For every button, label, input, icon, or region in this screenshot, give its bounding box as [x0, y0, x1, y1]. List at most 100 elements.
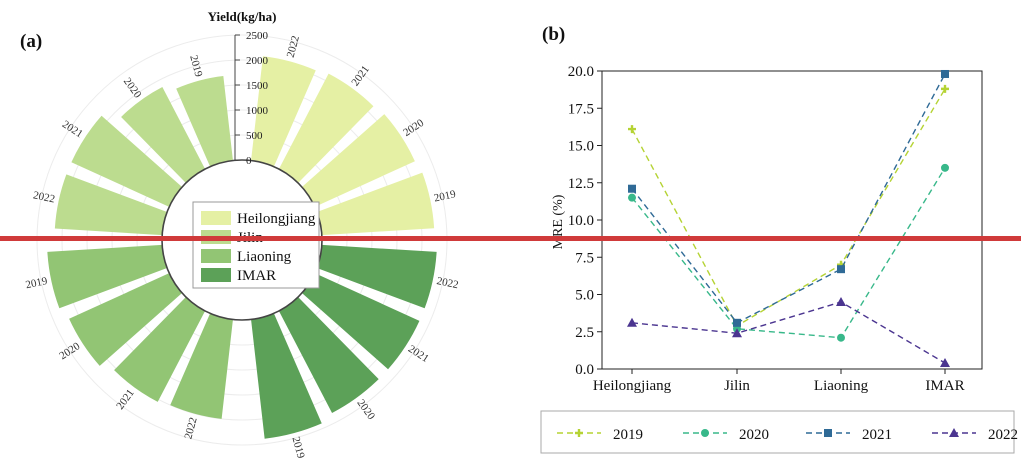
data-point — [824, 429, 832, 437]
y-axis-title: MRE (%) — [551, 194, 566, 249]
y-tick-label: 7.5 — [575, 250, 594, 266]
circular-bar-chart: (a) 2022 2021 2020 2019 2022 2021 2020 2019 2019… — [20, 9, 460, 460]
data-point — [836, 296, 846, 306]
yield-tick-label: 0 — [246, 155, 252, 167]
data-point — [733, 318, 741, 327]
radial-bar — [170, 313, 233, 419]
series-2022 — [627, 296, 950, 368]
line-legend: 2019 2020 2021 2022 — [540, 410, 1018, 454]
data-point — [941, 163, 949, 172]
series-2020 — [628, 163, 949, 342]
series-2021 — [628, 69, 949, 327]
legend-label: IMAR — [237, 268, 276, 284]
radial-year-label: 2022 — [182, 416, 199, 440]
line-chart-axes: 0.0 2.5 5.0 7.5 10.0 12.5 15.0 17.5 20.0 Heilongj… — [568, 64, 983, 394]
data-point — [628, 193, 636, 202]
radial-year-label: 2020 — [354, 397, 377, 422]
yield-tick-label: 1000 — [246, 105, 269, 117]
panel-a-label: (a) — [20, 31, 42, 52]
series-line — [631, 301, 946, 364]
radial-bar — [301, 114, 415, 207]
data-point — [941, 69, 949, 78]
line-series — [627, 69, 950, 368]
y-tick-label: 20.0 — [568, 64, 594, 80]
radial-year-label: 2022 — [285, 35, 302, 59]
legend-label: 2019 — [613, 427, 643, 443]
radial-year-label: 2019 — [187, 54, 204, 79]
y-tick-label: 0.0 — [575, 362, 594, 378]
plot-frame — [601, 70, 983, 370]
radial-year-label: 2020 — [121, 76, 144, 101]
radial-year-label: 2022 — [32, 189, 56, 205]
data-point — [941, 84, 949, 93]
legend-label: 2021 — [862, 427, 892, 443]
data-point — [837, 333, 845, 342]
line-chart: (b) 0.0 2.5 5.0 7.5 10.0 12.5 15.0 17.5 20.0 Heil… — [540, 24, 1018, 454]
series-2019 — [628, 84, 949, 330]
yield-axis-title: Yield(kg/ha) — [208, 9, 277, 24]
legend-swatch — [201, 268, 231, 282]
yield-tick-label: 1500 — [246, 80, 269, 92]
x-tick-label: IMAR — [925, 378, 964, 394]
radial-year-label: 2020 — [401, 117, 426, 139]
series-line — [631, 88, 946, 327]
radial-year-label: 2020 — [57, 340, 82, 362]
y-tick-label: 10.0 — [568, 213, 594, 229]
data-point — [628, 184, 636, 193]
y-tick-label: 2.5 — [575, 325, 594, 341]
legend-label: Liaoning — [237, 249, 292, 265]
radial-bar — [301, 273, 420, 370]
y-tick-label: 5.0 — [575, 288, 594, 304]
x-tick-label: Jilin — [724, 378, 750, 394]
radial-year-label: 2021 — [60, 118, 85, 140]
radial-bar — [278, 297, 379, 413]
radial-year-label: 2019 — [24, 275, 49, 291]
y-tick-label: 15.0 — [568, 139, 594, 155]
series-line — [631, 73, 946, 324]
radial-bars — [47, 56, 437, 439]
data-point — [732, 328, 742, 338]
yield-tick-label: 2000 — [246, 55, 269, 67]
data-point — [628, 125, 636, 134]
radial-bar — [278, 73, 374, 183]
series-line — [631, 167, 946, 339]
radial-year-label: 2021 — [114, 387, 137, 412]
data-point — [701, 429, 709, 437]
legend-swatch — [201, 211, 231, 225]
radial-bar — [251, 56, 316, 167]
red-overlay-bar — [0, 236, 1021, 241]
radial-bar — [316, 244, 437, 309]
data-point — [627, 317, 637, 327]
y-tick-label: 12.5 — [568, 176, 594, 192]
yield-axis: Yield(kg/ha) 0 500 1000 1500 2000 2500 — [208, 9, 277, 167]
data-point — [837, 265, 845, 274]
radial-year-label: 2021 — [406, 343, 431, 365]
x-tick-label: Liaoning — [814, 378, 869, 394]
legend-swatch — [201, 249, 231, 263]
radial-bar — [47, 244, 168, 309]
radial-bar — [114, 297, 206, 402]
x-tick-label: Heilongjiang — [593, 378, 672, 394]
yield-tick-label: 500 — [246, 130, 263, 142]
radial-year-label: 2019 — [433, 188, 458, 204]
radial-bar — [176, 76, 233, 167]
data-point — [575, 429, 583, 437]
data-point — [949, 428, 959, 437]
line-legend-box — [540, 410, 1015, 454]
legend-label: 2020 — [739, 427, 769, 443]
yield-tick-label: 2500 — [246, 30, 269, 42]
radial-bar — [251, 313, 322, 439]
y-tick-label: 17.5 — [568, 101, 594, 117]
radial-bar — [69, 273, 183, 366]
radial-bar — [121, 86, 206, 183]
radial-bar — [316, 172, 435, 236]
legend-label: 2022 — [988, 427, 1018, 443]
radial-year-label: 2022 — [436, 275, 460, 291]
panel-b-label: (b) — [542, 24, 565, 45]
radial-bar — [71, 115, 183, 207]
radial-bar — [54, 174, 168, 236]
legend-label: Heilongjiang — [237, 211, 316, 227]
data-point — [940, 358, 950, 368]
